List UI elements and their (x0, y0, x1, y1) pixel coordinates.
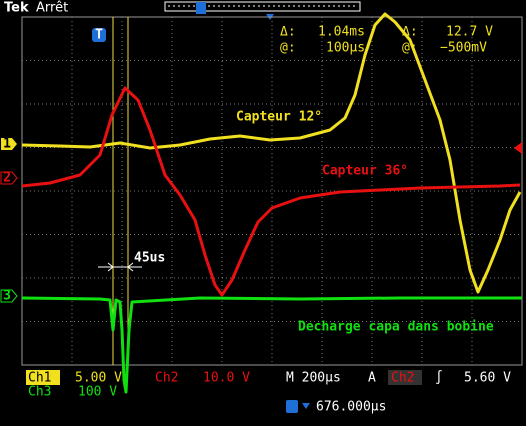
at-volt: −500mV (440, 41, 487, 56)
ch3-trace (21, 296, 522, 394)
annotation: Decharge capa dans bobine (298, 320, 494, 335)
ch1-name: Ch1 (28, 371, 51, 386)
trigger-mode: A (368, 371, 376, 386)
at-label: @: (402, 41, 418, 56)
delta-label: Δ: (280, 25, 296, 40)
trigger-marker: T (95, 28, 103, 43)
annotations: Capteur 12° Capteur 36° 45us Decharge ca… (134, 110, 494, 335)
trigger-source: Ch2 (391, 371, 414, 386)
ch1-marker: 1 (3, 137, 11, 152)
trigger-slope: ∫ (435, 370, 443, 386)
delta-volt: 12.7 V (446, 25, 493, 40)
ch2-scale: 10.0 V (203, 371, 250, 386)
ch3-marker: 3 (3, 289, 11, 304)
ch3-scale: 100 V (78, 385, 117, 400)
timebase: M 200µs (286, 371, 341, 386)
brand: Tek (4, 1, 29, 16)
ch3-name: Ch3 (28, 385, 51, 400)
delay-arrow (98, 262, 142, 272)
footer: Ch1 5.00 V Ch2 10.0 V M 200µs A Ch2 ∫ 5.… (26, 370, 511, 415)
cursors (112, 17, 129, 365)
channel-markers: T 1 2 3 (0, 28, 522, 304)
readouts: Δ: 1.04ms Δ: 12.7 V @: 100µs @: −500mV (280, 25, 493, 56)
trigger-position: 676.000µs (316, 400, 386, 415)
at-label: @: (280, 41, 296, 56)
ch1-scale: 5.00 V (75, 371, 122, 386)
status: Arrêt (36, 1, 68, 16)
ch2-marker: 2 (3, 171, 11, 186)
ch2-trace (21, 86, 521, 297)
ch2-name: Ch2 (155, 371, 178, 386)
graticule (22, 17, 522, 365)
annotation: Capteur 12° (236, 110, 322, 125)
delta-label: Δ: (402, 25, 418, 40)
ch1-trace (21, 12, 522, 294)
annotation: Capteur 36° (322, 164, 408, 179)
annotation: 45us (134, 251, 165, 266)
at-time: 100µs (326, 41, 365, 56)
delta-time: 1.04ms (318, 25, 365, 40)
trigger-level: 5.60 V (464, 371, 511, 386)
